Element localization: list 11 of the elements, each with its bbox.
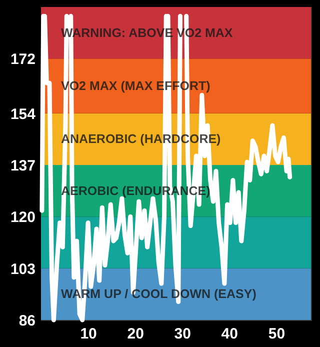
y-tick-label: 154 [10, 106, 36, 123]
y-tick-label: 137 [10, 158, 36, 175]
y-tick-label: 120 [10, 209, 36, 226]
y-tick-label: 172 [10, 51, 36, 68]
x-tick-label: 10 [80, 326, 97, 342]
x-tick-label: 30 [174, 326, 191, 342]
x-tick-label: 20 [127, 326, 144, 342]
y-tick-label: 86 [18, 312, 36, 330]
x-tick-label: 50 [268, 326, 286, 342]
y-tick-label: 103 [10, 260, 36, 278]
x-tick-label: 40 [221, 326, 238, 342]
